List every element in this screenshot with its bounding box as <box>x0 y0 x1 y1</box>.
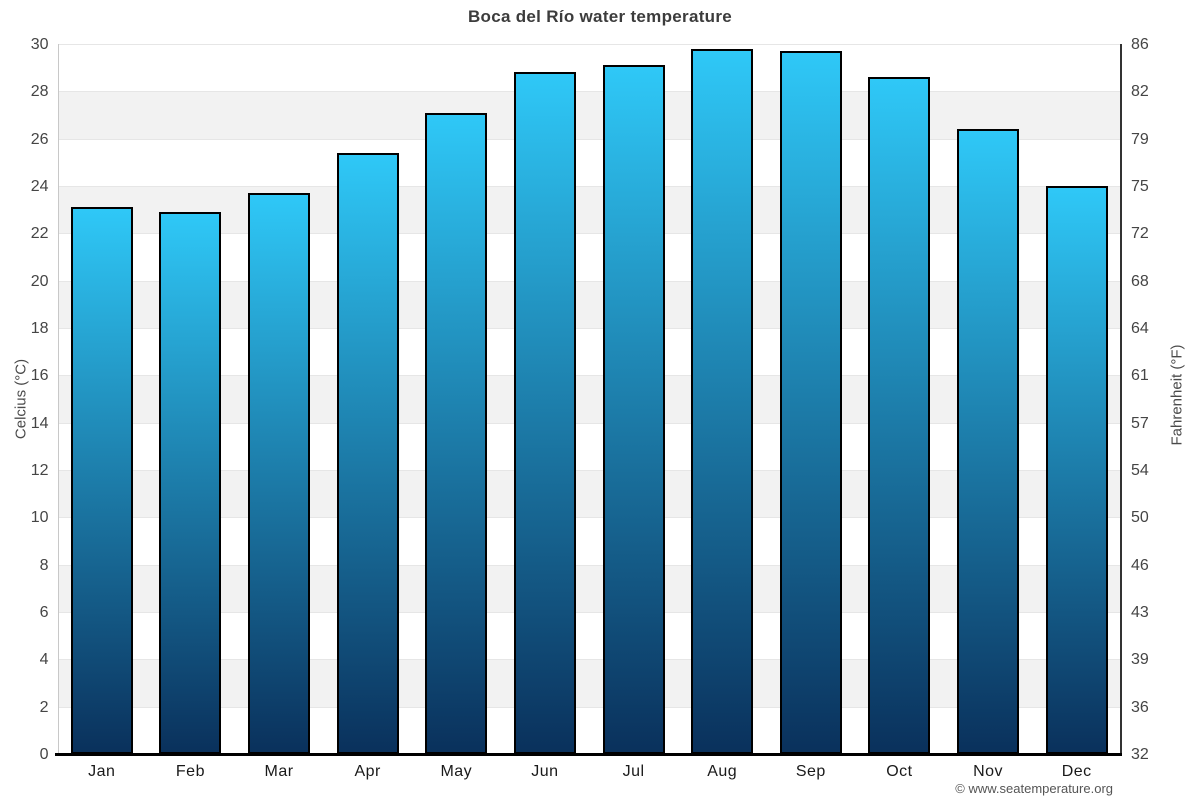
x-tick-dec: Dec <box>1061 763 1092 780</box>
bar-may[interactable] <box>425 112 488 754</box>
celsius-tick-label: 6 <box>39 604 49 621</box>
fahrenheit-tick-label: 43 <box>1131 604 1149 621</box>
x-tick-sep: Sep <box>795 763 826 780</box>
gridline <box>57 280 1121 282</box>
celsius-tick-label: 18 <box>30 320 49 337</box>
bar-feb[interactable] <box>159 212 222 754</box>
x-tick-mar: Mar <box>264 763 294 780</box>
gridline <box>57 91 1121 93</box>
fahrenheit-tick-label: 68 <box>1131 272 1149 290</box>
copyright-credit[interactable]: © www.seatemperature.org <box>955 781 1113 796</box>
gridline <box>57 564 1121 566</box>
bar-mar[interactable] <box>248 193 311 754</box>
fahrenheit-tick-label: 86 <box>1131 36 1149 53</box>
gridline <box>57 470 1121 471</box>
celsius-tick-label: 24 <box>30 178 49 195</box>
x-tick-apr: Apr <box>354 763 381 780</box>
fahrenheit-tick-label: 72 <box>1131 225 1149 243</box>
fahrenheit-tick-label: 32 <box>1131 746 1149 763</box>
grid-band <box>57 659 1121 707</box>
x-tick-may: May <box>440 763 473 780</box>
gridline <box>57 328 1121 329</box>
bottom-axis-line <box>54 753 1122 756</box>
grid-band <box>57 91 1121 139</box>
fahrenheit-tick-label: 39 <box>1131 651 1149 669</box>
celsius-tick-label: 4 <box>39 651 49 669</box>
x-tick-aug: Aug <box>707 763 738 780</box>
gridline <box>57 44 1121 45</box>
fahrenheit-tick-label: 75 <box>1131 178 1149 195</box>
fahrenheit-tick-label: 54 <box>1131 462 1149 479</box>
celsius-tick-label: 10 <box>30 509 49 527</box>
celsius-tick-label: 30 <box>30 36 49 53</box>
fahrenheit-tick-label: 46 <box>1131 556 1149 574</box>
fahrenheit-tick-label: 50 <box>1131 509 1149 527</box>
x-tick-jan: Jan <box>88 763 116 780</box>
x-tick-feb: Feb <box>175 763 205 780</box>
celsius-tick-label: 20 <box>30 272 49 290</box>
grid-band <box>57 470 1121 518</box>
grid-band <box>57 186 1121 234</box>
right-axis-title: Fahrenheit (°F) <box>1168 344 1186 446</box>
gridline <box>57 186 1121 187</box>
gridline <box>57 517 1121 519</box>
gridline <box>57 138 1121 140</box>
bar-sep[interactable] <box>779 51 842 754</box>
bar-jan[interactable] <box>70 207 133 754</box>
fahrenheit-tick-label: 36 <box>1131 698 1149 716</box>
bar-aug[interactable] <box>691 48 754 754</box>
fahrenheit-tick-label: 79 <box>1131 130 1149 148</box>
celsius-tick-label: 0 <box>39 746 49 763</box>
bar-jul[interactable] <box>602 65 665 754</box>
x-tick-nov: Nov <box>973 763 1004 780</box>
left-axis-line <box>57 44 59 754</box>
celsius-tick-label: 26 <box>30 130 49 148</box>
celsius-tick-label: 16 <box>30 367 49 385</box>
bar-oct[interactable] <box>868 77 931 754</box>
grid-band <box>57 564 1121 612</box>
gridline <box>57 422 1121 424</box>
gridline <box>57 612 1121 613</box>
fahrenheit-tick-label: 82 <box>1131 83 1149 101</box>
grid-band <box>57 375 1121 423</box>
fahrenheit-tick-label: 61 <box>1131 367 1149 385</box>
chart-title: Boca del Río water temperature <box>467 7 733 26</box>
celsius-tick-label: 14 <box>30 414 49 432</box>
x-tick-jun: Jun <box>531 763 559 780</box>
celsius-tick-label: 12 <box>30 462 49 479</box>
gridline <box>57 659 1121 661</box>
right-axis-line <box>1120 44 1122 754</box>
celsius-tick-label: 2 <box>39 698 49 716</box>
gridline <box>57 233 1121 235</box>
fahrenheit-tick-label: 64 <box>1131 320 1149 337</box>
bar-nov[interactable] <box>957 129 1020 754</box>
bar-apr[interactable] <box>336 152 399 754</box>
celsius-tick-label: 8 <box>39 556 49 574</box>
x-tick-jul: Jul <box>622 763 645 780</box>
gridline <box>57 706 1121 708</box>
gridline <box>57 375 1121 377</box>
grid-band <box>57 280 1121 328</box>
bar-jun[interactable] <box>513 72 576 754</box>
fahrenheit-tick-label: 57 <box>1131 414 1149 432</box>
celsius-tick-label: 28 <box>30 83 49 101</box>
celsius-tick-label: 22 <box>30 225 49 243</box>
x-tick-oct: Oct <box>886 763 913 780</box>
bar-dec[interactable] <box>1045 186 1108 754</box>
